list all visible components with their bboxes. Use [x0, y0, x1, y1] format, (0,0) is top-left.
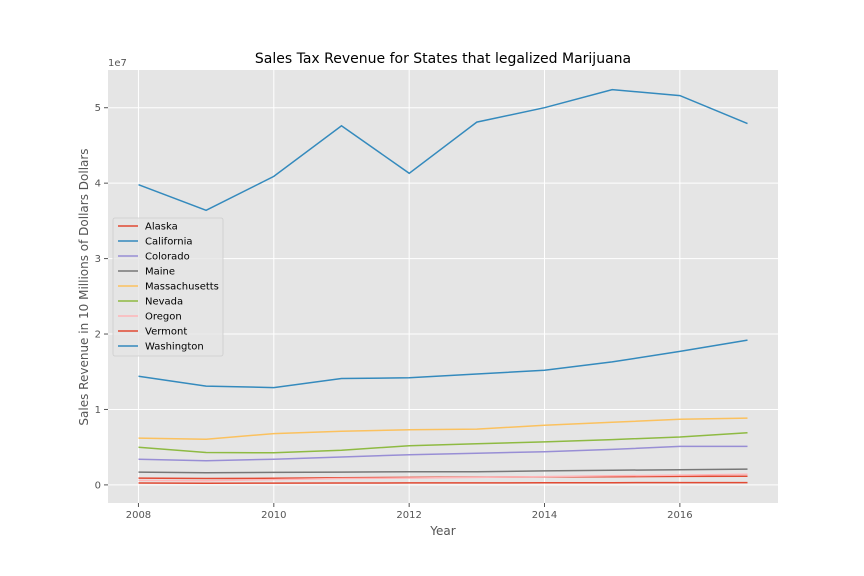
y-offset-text: 1e7 — [108, 58, 127, 69]
y-tick-label: 4 — [95, 179, 101, 190]
legend-label-maine: Maine — [145, 267, 175, 278]
legend-label-vermont: Vermont — [145, 327, 187, 338]
legend-label-oregon: Oregon — [145, 312, 182, 323]
legend-label-colorado: Colorado — [145, 252, 190, 263]
series-line-oregon — [138, 473, 748, 482]
series-line-maine — [138, 468, 748, 474]
x-axis-ticks: 2008 2010 2012 2014 2016 — [126, 503, 693, 521]
y-axis-ticks: 0 1 2 3 4 5 — [95, 103, 108, 491]
y-axis-label: Sales Revenue in 10 Millions of Dollars … — [77, 148, 91, 425]
series-line-massachusetts — [138, 417, 748, 441]
series-line-colorado — [138, 445, 748, 462]
x-axis-label: Year — [429, 524, 455, 538]
legend: Alaska California Colorado Maine Massachuset… — [112, 217, 224, 357]
legend-label-nevada: Nevada — [145, 297, 183, 308]
chart-title: Sales Tax Revenue for States that legali… — [255, 51, 631, 67]
legend-label-massachusetts: Massachusetts — [145, 282, 219, 293]
series-line-nevada — [138, 432, 748, 454]
y-tick-label: 0 — [95, 480, 101, 491]
series-line-washington — [138, 339, 748, 389]
series-line-california — [138, 88, 748, 212]
y-tick-label: 3 — [95, 254, 101, 265]
series-lines — [138, 88, 748, 484]
x-tick-label: 2016 — [667, 510, 692, 521]
legend-label-alaska: Alaska — [145, 222, 178, 233]
legend-label-washington: Washington — [145, 342, 204, 353]
series-line-vermont — [138, 481, 748, 484]
x-tick-label: 2012 — [396, 510, 421, 521]
y-tick-label: 5 — [95, 103, 101, 114]
x-tick-label: 2014 — [532, 510, 557, 521]
y-tick-label: 1 — [95, 405, 101, 416]
legend-label-california: California — [145, 237, 193, 248]
x-tick-label: 2010 — [261, 510, 286, 521]
x-tick-label: 2008 — [126, 510, 151, 521]
y-tick-label: 2 — [95, 330, 101, 341]
legend-box — [112, 217, 224, 357]
